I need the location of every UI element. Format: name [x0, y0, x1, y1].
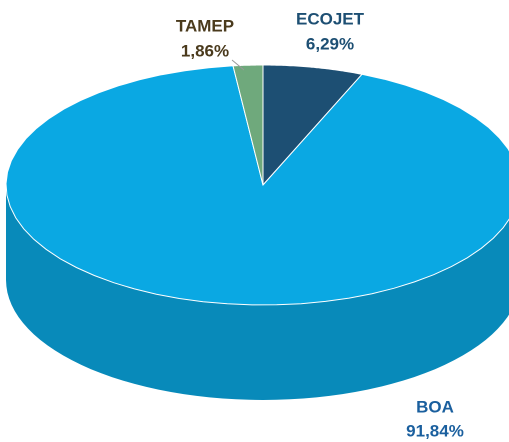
value-label: 6,29% — [306, 34, 354, 53]
slice — [232, 64, 264, 186]
value-label: 1,86% — [181, 41, 229, 60]
slice — [262, 64, 363, 187]
slice-label: TAMEP — [176, 16, 234, 35]
slice-side — [6, 185, 509, 400]
slice-label: BOA — [416, 397, 454, 416]
slice-label: ECOJET — [296, 9, 365, 28]
slice — [5, 65, 509, 306]
pie — [5, 64, 509, 400]
leader-line — [231, 59, 245, 71]
value-label: 91,84% — [406, 421, 464, 440]
